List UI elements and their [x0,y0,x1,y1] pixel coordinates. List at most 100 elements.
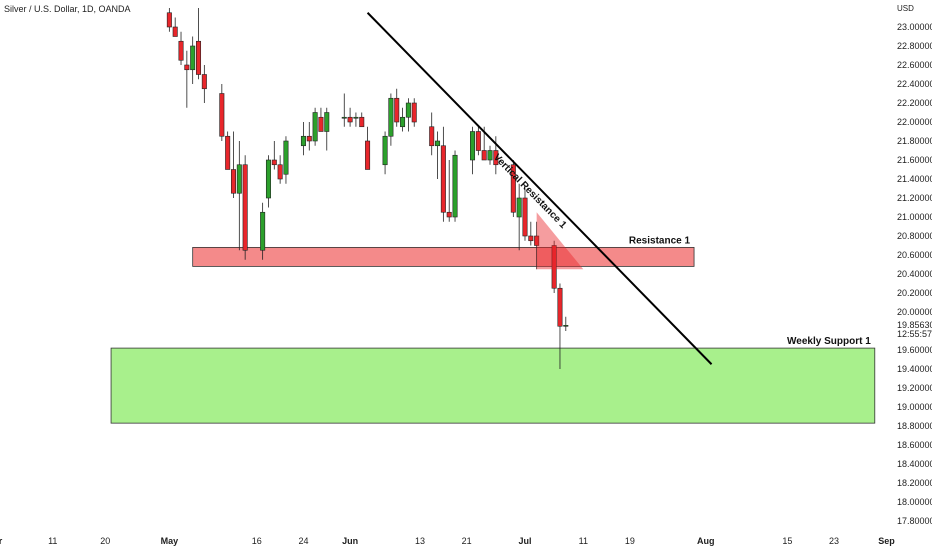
y-tick-label: 20.80000 [897,231,932,241]
candle [277,155,283,184]
candle [271,141,277,170]
candle [452,150,458,222]
candle-body [312,112,318,142]
y-tick-label: 20.40000 [897,269,932,279]
candle-body [516,197,522,218]
candle-body [318,116,324,132]
candle-body [219,93,225,137]
x-tick-label: 20 [100,536,110,546]
y-tick-label: 18.00000 [897,497,932,507]
candle [219,84,225,141]
candle [201,65,207,103]
candle [190,36,196,84]
candle-body [411,102,417,123]
candle [405,98,411,132]
x-tick-label: 24 [298,536,308,546]
y-tick-label: 19.60000 [897,345,932,355]
candle [429,112,435,156]
candle-body [563,324,569,327]
candle [324,107,330,151]
y-tick-label: 22.20000 [897,98,932,108]
y-tick-label: 21.60000 [897,155,932,165]
x-tick-label: 21 [462,536,472,546]
x-tick-label: 13 [415,536,425,546]
candle [242,155,248,260]
candle-body [190,45,196,71]
candle-body [283,140,289,175]
candle-body [271,159,277,166]
x-tick-label: 19 [625,536,635,546]
candle-body [166,12,172,28]
candle [230,131,236,198]
candle [184,50,190,108]
candle [260,202,266,260]
candle-body [487,150,493,161]
candle [388,93,394,146]
candle-body [400,116,406,128]
y-tick-label: 18.60000 [897,440,932,450]
candle-body [359,116,365,128]
candle-body [277,164,283,180]
candle-body [452,154,458,218]
candle [516,183,522,251]
y-tick-label: 22.60000 [897,60,932,70]
y-tick-label: 17.80000 [897,516,932,526]
zone-2 [110,347,876,424]
zone-label-1: Resistance 1 [629,235,691,246]
candle [365,126,371,170]
y-tick-label: 22.40000 [897,79,932,89]
candle [306,122,312,151]
candle [487,145,493,165]
candle-body [236,164,242,194]
candle [440,126,446,222]
candle-body [306,135,312,142]
candle-body [265,159,271,199]
candle-body [440,145,446,213]
candle [510,160,516,217]
candle-body [347,116,353,123]
y-tick-label: 21.40000 [897,174,932,184]
candle-body [178,40,184,61]
candle-body [353,116,359,119]
x-tick-label: 15 [782,536,792,546]
candle-body [382,135,388,166]
candle [563,316,569,331]
y-tick-label: 21.80000 [897,136,932,146]
candle-body [201,74,207,90]
zone-label-2: Weekly Support 1 [787,336,871,347]
candle [382,131,388,175]
candle-body [405,102,411,118]
candle-body [534,235,540,246]
candle [359,112,365,128]
candle-body [493,150,499,166]
y-tick-label: 18.20000 [897,478,932,488]
candle [265,155,271,208]
x-tick-label: Jul [518,536,531,546]
x-tick-label: Jun [342,536,358,546]
candle [400,107,406,132]
candle [446,160,452,222]
candle-body [225,135,231,170]
candle [534,221,540,270]
candle [172,17,178,37]
x-tick-label: 23 [829,536,839,546]
candle [522,188,528,241]
candle [178,31,184,65]
candle [236,141,242,251]
candle-body [242,164,248,251]
breakout-highlight [536,212,584,270]
candle-body [365,140,371,170]
candle [435,131,441,179]
candle-body [481,150,487,161]
candle [394,88,400,127]
candle-body [394,97,400,123]
candle-body [446,211,452,218]
candle-body [172,26,178,37]
trendline [366,12,713,365]
candle [225,131,231,170]
candle [411,98,417,127]
y-tick-label: 23.00000 [897,22,932,32]
candle [347,107,353,127]
candle-body [470,131,476,161]
